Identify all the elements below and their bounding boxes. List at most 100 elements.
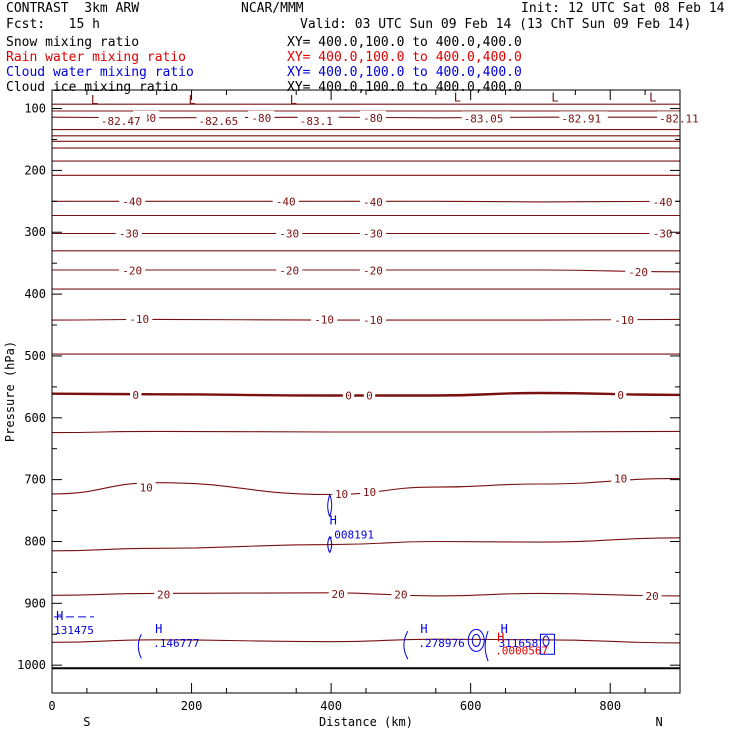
isotherm-label-knockout — [332, 486, 351, 500]
isotherm-label-knockout — [119, 263, 146, 277]
y-tick-label: 800 — [24, 534, 46, 548]
rain-water-max-value: .0000567 — [495, 645, 548, 658]
y-axis-label: Pressure (hPa) — [3, 341, 17, 442]
isotherm-line — [52, 592, 680, 597]
x-tick-label: 0 — [48, 699, 55, 713]
isotherm-label: -10 — [129, 313, 149, 326]
cloud-water-contour — [327, 493, 333, 517]
x-tick-label: 800 — [599, 699, 621, 713]
valid-time: Valid: 03 UTC Sun 09 Feb 14 (13 ChT Sun … — [300, 17, 692, 32]
isotherm-label-knockout — [130, 387, 142, 401]
low-value: -82.11 — [659, 112, 699, 125]
isotherm-label: -20 — [363, 265, 383, 278]
isotherm-label-knockout — [359, 110, 387, 124]
isotherm-label: -20 — [628, 266, 648, 279]
cloud-water-contour — [484, 630, 489, 662]
field-xy-snow: XY= 400.0,100.0 to 400.0,400.0 — [287, 35, 522, 50]
isotherm-label-knockout — [642, 588, 662, 602]
init-time: Init: 12 UTC Sat 08 Feb 14 — [521, 1, 725, 16]
isotherm-label: -30 — [119, 227, 139, 240]
field-name-snow: Snow mixing ratio — [6, 35, 140, 50]
y-tick-label: 500 — [24, 349, 46, 363]
low-value-knockout — [559, 111, 608, 125]
y-tick-label: 700 — [24, 473, 46, 487]
low-value-knockout — [297, 113, 339, 127]
cloud-water-contour — [467, 628, 485, 652]
isotherm-label: -10 — [314, 313, 334, 326]
cloud-water-contour — [542, 635, 550, 647]
cloud-water-contour — [137, 634, 142, 659]
isotherm-group — [52, 103, 680, 644]
isotherm-label: 0 — [132, 389, 139, 402]
isotherm-label: 10 — [363, 486, 376, 499]
north-end-label: N — [655, 715, 662, 729]
cloud-water-contour — [539, 633, 555, 655]
field-xy-rain: XY= 400.0,100.0 to 400.0,400.0 — [287, 50, 522, 65]
y-tick-label: 900 — [24, 596, 46, 610]
cloud-water-max-value: 311658 — [499, 637, 539, 650]
x-tick-label: 600 — [460, 699, 482, 713]
isotherm-label: 10 — [335, 488, 348, 501]
isotherm-label-knockout — [248, 110, 275, 124]
y-tick-label: 1000 — [17, 658, 46, 672]
isotherm-label: -40 — [122, 195, 142, 208]
isotherm-label-knockout — [359, 194, 387, 208]
low-marker: L — [290, 93, 297, 107]
y-tick-label: 400 — [24, 287, 46, 301]
low-value-knockout — [196, 113, 245, 127]
isotherm-label: 10 — [614, 472, 627, 485]
isotherm-label: 0 — [617, 389, 624, 402]
isotherm-label-knockout — [360, 485, 379, 498]
y-tick-label: 300 — [24, 225, 46, 239]
low-value-knockout — [461, 111, 511, 125]
rain-water-max-marker: H — [497, 631, 504, 645]
isotherm-label: -10 — [363, 314, 383, 327]
isotherm-line — [52, 638, 680, 644]
isotherm-label: -10 — [614, 314, 634, 327]
isotherm-label-knockout — [359, 226, 387, 240]
isotherm-label: 10 — [140, 482, 153, 495]
y-tick-label: 200 — [24, 163, 46, 177]
isotherm-label: -30 — [363, 227, 383, 240]
cloud-water-max-value: .008191 — [328, 528, 374, 541]
isotherm-label: -30 — [653, 227, 673, 240]
isotherm-label-knockout — [276, 263, 303, 277]
isotherm-line — [52, 537, 680, 552]
isotherm-label-knockout — [359, 263, 387, 277]
organization-label: NCAR/MMM — [241, 1, 304, 16]
x-tick-label: 200 — [181, 699, 203, 713]
y-tick-label: 600 — [24, 411, 46, 425]
isotherm-label: 0 — [366, 390, 373, 403]
isotherm-label: -80 — [363, 112, 383, 125]
isotherm-label-knockout — [391, 587, 411, 601]
isotherm-label-knockout — [611, 471, 631, 485]
south-end-label: S — [83, 715, 90, 729]
cloud-water-max-value: .278976 — [418, 637, 464, 650]
isotherm-label-knockout — [328, 587, 348, 601]
cloud-water-contour — [403, 630, 409, 660]
low-marker: L — [91, 93, 98, 107]
low-marker: L — [551, 90, 558, 104]
isotherm-label-knockout — [359, 313, 387, 327]
cloud-water-max-value: .146777 — [153, 637, 199, 650]
isotherm-label-knockout — [154, 587, 174, 601]
isotherm-label: 0 — [345, 390, 352, 403]
isotherm-label: -20 — [279, 265, 299, 278]
isotherm-label-knockout — [611, 313, 638, 327]
isotherm-label-knockout — [272, 194, 299, 208]
field-name-cloud-water: Cloud water mixing ratio — [6, 65, 194, 80]
isotherm-label-knockout — [342, 388, 355, 402]
forecast-hour: Fcst: 15 h — [6, 17, 100, 32]
low-value-knockout — [98, 113, 148, 127]
low-value: -82.65 — [199, 115, 239, 128]
cloud-water-contour — [471, 633, 481, 647]
isotherm-label: 20 — [331, 588, 344, 601]
y-tick-label: 100 — [24, 102, 46, 116]
x-tick-label: 400 — [320, 699, 342, 713]
isotherm-label: -20 — [122, 265, 142, 278]
low-value: -82.47 — [101, 115, 141, 128]
isotherm-label-knockout — [115, 226, 142, 240]
isotherm-label-knockout — [649, 226, 676, 240]
